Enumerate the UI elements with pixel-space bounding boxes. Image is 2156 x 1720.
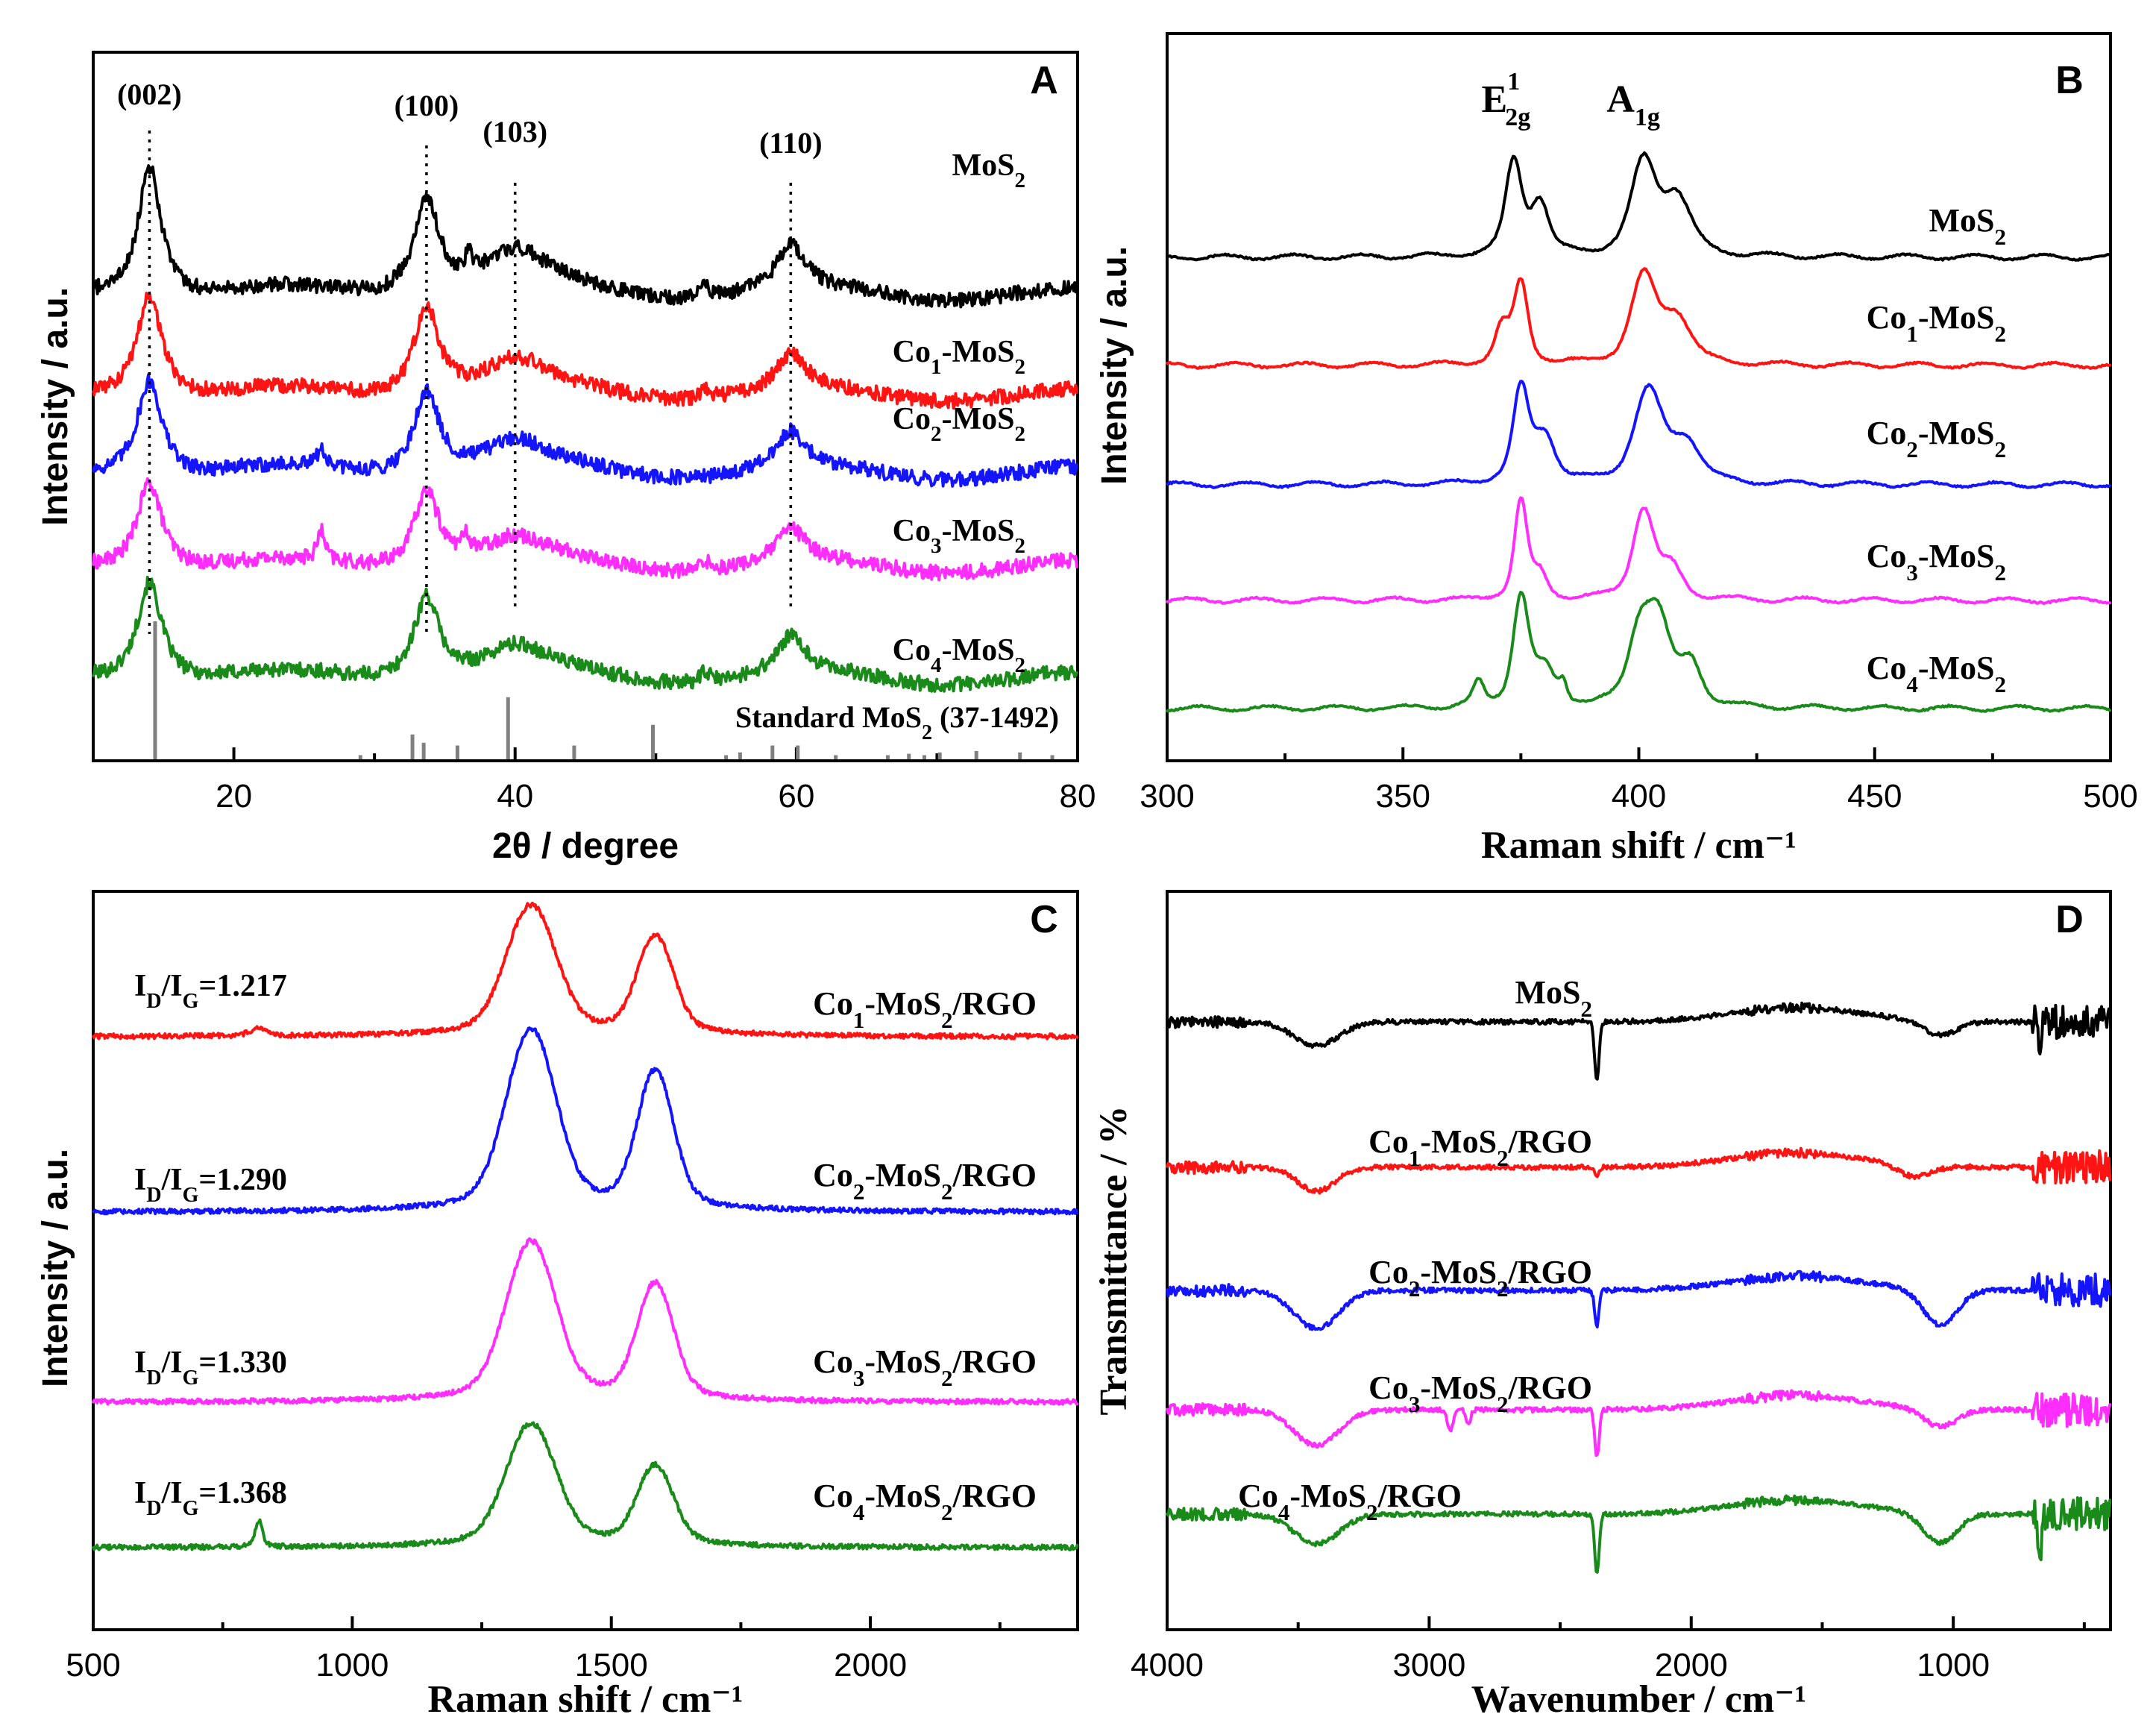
panel-d-xtick-label: 3000 bbox=[1392, 1647, 1465, 1683]
panel-a-legend-MoS2: MoS2 bbox=[952, 148, 1026, 192]
panel-d-xtick-label: 2000 bbox=[1655, 1647, 1728, 1683]
panel-a-series-Co3-MoS2 bbox=[92, 477, 1078, 582]
panel-b-legend-Co3-MoS2: Co3-MoS2 bbox=[1867, 538, 2006, 586]
panel-c-legend-Co3-MoS2/RGO: Co3-MoS2/RGO bbox=[813, 1343, 1037, 1391]
panel-d-legend-Co2-MoS2/RGO: Co2-MoS2/RGO bbox=[1368, 1254, 1592, 1302]
panel-a-hkl-label: (100) bbox=[395, 89, 459, 122]
panel-d-series-Co3-MoS2/RGO bbox=[1166, 1389, 2112, 1457]
panel-d-series-MoS2 bbox=[1166, 1001, 2112, 1081]
panel-d-series-Co4-MoS2/RGO bbox=[1166, 1494, 2112, 1574]
panel-c-x-title: Raman shift / cm⁻¹ bbox=[428, 1678, 744, 1720]
panel-b-legend-Co1-MoS2: Co1-MoS2 bbox=[1867, 299, 2006, 347]
panel-a-xtick-label: 40 bbox=[497, 778, 533, 815]
panel-c-xtick-label: 1500 bbox=[575, 1647, 648, 1683]
panel-b-x-title: Raman shift / cm⁻¹ bbox=[1481, 824, 1797, 867]
panel-b-xtick-label: 450 bbox=[1847, 778, 1902, 815]
panel-a-label: A bbox=[1030, 59, 1058, 102]
panel-c-legend-Co1-MoS2/RGO: Co1-MoS2/RGO bbox=[813, 985, 1037, 1033]
panel-c-ratio-Co4-MoS2/RGO: ID/IG=1.368 bbox=[134, 1476, 287, 1520]
panel-b-series-Co1-MoS2 bbox=[1166, 267, 2111, 370]
panel-d-legend-Co1-MoS2/RGO: Co1-MoS2/RGO bbox=[1368, 1123, 1592, 1171]
panel-b-legend-Co2-MoS2: Co2-MoS2 bbox=[1867, 415, 2006, 462]
panel-a-y-title: Intensity / a.u. bbox=[36, 287, 75, 526]
panel-a-legend-Co2-MoS2: Co2-MoS2 bbox=[893, 402, 1025, 446]
panel-d-xtick-label: 1000 bbox=[1917, 1647, 1990, 1683]
panel-c-ratio-Co1-MoS2/RGO: ID/IG=1.217 bbox=[134, 969, 287, 1013]
panel-b-raman: 300 350 400 450 500 Raman shift / cm⁻¹ Intensi… bbox=[1095, 32, 2138, 867]
panel-a-legend-Co1-MoS2: Co1-MoS2 bbox=[893, 335, 1025, 379]
panel-a-xtick-label: 20 bbox=[216, 778, 252, 815]
panel-c-xtick-label: 500 bbox=[66, 1647, 120, 1683]
panel-a-series-Co1-MoS2 bbox=[92, 292, 1078, 410]
panel-c-series-Co3-MoS2/RGO bbox=[92, 1237, 1079, 1406]
panel-b-legend-MoS2: MoS2 bbox=[1929, 202, 2007, 250]
panel-c-ratio-Co3-MoS2/RGO: ID/IG=1.330 bbox=[134, 1346, 287, 1390]
panel-a-xtick-label: 80 bbox=[1060, 778, 1096, 815]
panel-b-xtick-label: 400 bbox=[1612, 778, 1666, 815]
panel-a-legend-Co3-MoS2: Co3-MoS2 bbox=[893, 514, 1025, 558]
panel-b-series-Co4-MoS2 bbox=[1166, 591, 2111, 713]
panel-d-y-title: Transmittance / % bbox=[1093, 1106, 1135, 1416]
panel-b-xtick-label: 350 bbox=[1376, 778, 1430, 815]
panel-a-frame bbox=[92, 51, 1079, 762]
panel-b-label: B bbox=[2055, 59, 2084, 102]
panel-c-xtick-label: 1000 bbox=[315, 1647, 389, 1683]
panel-d-label: D bbox=[2055, 898, 2084, 941]
panel-a-xtick-label: 60 bbox=[778, 778, 814, 815]
panel-c-series-Co1-MoS2/RGO bbox=[92, 901, 1079, 1041]
panel-a-legend-Co4-MoS2: Co4-MoS2 bbox=[893, 633, 1025, 677]
panel-c-y-title: Intensity / a.u. bbox=[36, 1149, 75, 1387]
panel-a-hkl-label: (103) bbox=[483, 115, 547, 148]
panel-a-xrd: 20 40 60 80 2θ / degree Intensity / a.u. A Co4-… bbox=[36, 51, 1096, 866]
panel-b-legend-Co4-MoS2: Co4-MoS2 bbox=[1867, 650, 2006, 697]
panel-a-hkl-label: (110) bbox=[759, 126, 822, 160]
panel-a-series-Co2-MoS2 bbox=[92, 373, 1078, 488]
panel-a-series-MoS2 bbox=[92, 164, 1078, 309]
panel-b-mode-label: A1g bbox=[1606, 78, 1660, 131]
panel-d-x-title: Wavenumber / cm⁻¹ bbox=[1471, 1678, 1806, 1720]
panel-a-x-title: 2θ / degree bbox=[492, 826, 679, 866]
panel-b-y-title: Intensity / a.u. bbox=[1095, 246, 1134, 485]
panel-c-label: C bbox=[1030, 898, 1058, 941]
panel-d-series-Co1-MoS2/RGO bbox=[1166, 1146, 2112, 1195]
panel-b-series-MoS2 bbox=[1166, 151, 2111, 262]
panel-c-series-Co2-MoS2/RGO bbox=[92, 1026, 1079, 1216]
panel-d-series-Co2-MoS2/RGO bbox=[1166, 1269, 2112, 1331]
panel-c-raman-rgo: 500 1000 1500 2000 Raman shift / cm⁻¹ Intensi… bbox=[36, 890, 1079, 1720]
panel-c-ratio-Co2-MoS2/RGO: ID/IG=1.290 bbox=[134, 1163, 287, 1207]
panel-c-legend-Co4-MoS2/RGO: Co4-MoS2/RGO bbox=[813, 1478, 1037, 1525]
panel-b-series-Co2-MoS2 bbox=[1166, 380, 2111, 489]
panel-c-xtick-label: 2000 bbox=[834, 1647, 907, 1683]
panel-d-legend-MoS2: MoS2 bbox=[1515, 974, 1593, 1022]
panel-b-xtick-label: 300 bbox=[1140, 778, 1194, 815]
panel-c-series-Co4-MoS2/RGO bbox=[92, 1421, 1079, 1551]
panel-b-xtick-label: 500 bbox=[2083, 778, 2137, 815]
panel-b-series-Co3-MoS2 bbox=[1166, 496, 2111, 605]
panel-d-xtick-label: 4000 bbox=[1131, 1647, 1204, 1683]
panel-b-mode-label: E1 2g bbox=[1482, 68, 1531, 131]
panel-c-frame bbox=[92, 890, 1079, 1631]
panel-d-frame bbox=[1166, 890, 2112, 1631]
panel-d-ftir: 4000 3000 2000 1000 Wavenumber / cm⁻¹ Transmi… bbox=[1093, 890, 2112, 1720]
panel-a-ref-label: Standard MoS2 (37-1492) bbox=[735, 700, 1059, 744]
panel-a-hkl-label: (002) bbox=[117, 78, 182, 111]
panel-d-legend-Co4-MoS2/RGO: Co4-MoS2/RGO bbox=[1238, 1478, 1462, 1525]
panel-d-legend-Co3-MoS2/RGO: Co3-MoS2/RGO bbox=[1368, 1369, 1592, 1417]
panel-c-legend-Co2-MoS2/RGO: Co2-MoS2/RGO bbox=[813, 1157, 1037, 1205]
panel-a-series-Co4-MoS2 bbox=[92, 575, 1078, 693]
